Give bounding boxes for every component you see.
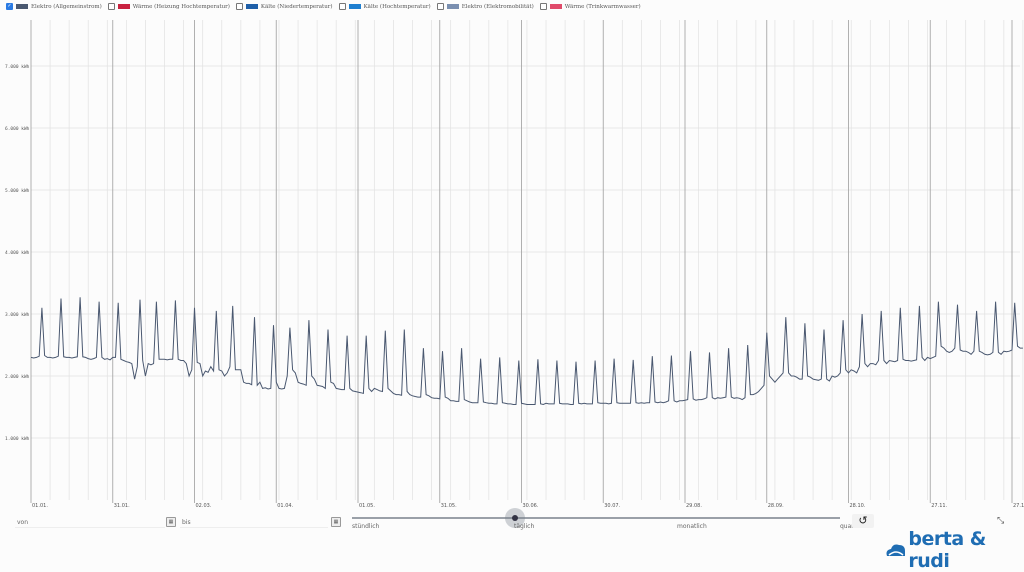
legend-label: Kälte (Niedertemperatur) xyxy=(260,3,333,10)
cloud-logo-icon xyxy=(886,544,906,556)
option-hourly[interactable]: stündlich xyxy=(352,523,380,530)
legend-item[interactable]: Elektro (Elektromobilität) xyxy=(436,3,534,10)
reset-button[interactable]: ↺ xyxy=(852,514,874,528)
legend-item[interactable]: Wärme (Trinkwarmwasser) xyxy=(539,3,641,10)
x-tick-label: 30.07. xyxy=(604,503,620,509)
x-tick-label: 29.08. xyxy=(686,503,702,509)
legend-item[interactable]: ✓ Elektro (Allgemeinstrom) xyxy=(6,3,102,10)
series-line xyxy=(30,297,1023,406)
calendar-icon[interactable]: ▦ xyxy=(331,517,341,527)
resolution-slider[interactable] xyxy=(352,517,840,519)
x-tick-label: 31.01. xyxy=(114,503,130,509)
legend-swatch xyxy=(446,4,459,9)
from-label: von xyxy=(17,519,29,526)
y-tick-label: 4.000 kWh xyxy=(5,250,30,256)
legend-swatch xyxy=(245,4,258,9)
checkbox[interactable]: ✓ xyxy=(6,3,13,10)
legend-swatch xyxy=(348,4,361,9)
legend-label: Elektro (Allgemeinstrom) xyxy=(31,3,102,10)
legend-label: Wärme (Heizung Hochtemperatur) xyxy=(132,3,230,10)
x-tick-label: 31.05. xyxy=(441,503,457,509)
option-daily[interactable]: täglich xyxy=(514,523,535,530)
from-date-input[interactable] xyxy=(15,517,165,528)
logo: berta & rudi xyxy=(885,528,1024,572)
y-tick-label: 3.000 kWh xyxy=(5,312,30,318)
legend: ✓ Elektro (Allgemeinstrom) Wärme (Heizung … xyxy=(6,3,643,10)
legend-label: Elektro (Elektromobilität) xyxy=(461,3,534,10)
undo-icon: ↺ xyxy=(858,514,868,527)
y-tick-label: 5.000 kWh xyxy=(5,188,30,194)
x-tick-label: 02.03. xyxy=(196,503,212,509)
x-tick-label: 01.05. xyxy=(359,503,375,509)
checkbox[interactable] xyxy=(338,3,346,10)
x-tick-label: 28.10. xyxy=(850,503,866,509)
option-monthly[interactable]: monatlich xyxy=(677,523,707,530)
legend-swatch xyxy=(117,4,130,9)
legend-label: Kälte (Hochtemperatur) xyxy=(363,3,431,10)
y-tick-label: 6.000 kWh xyxy=(5,126,30,132)
slider-thumb[interactable] xyxy=(505,508,525,528)
y-tick-label: 2.000 kWh xyxy=(5,374,30,380)
checkbox[interactable] xyxy=(539,3,547,10)
collapse-arrows-icon[interactable]: ⤡ xyxy=(997,516,1005,526)
checkbox[interactable] xyxy=(107,3,115,10)
checkbox[interactable] xyxy=(235,3,243,10)
to-date-input[interactable] xyxy=(180,517,328,528)
legend-label: Wärme (Trinkwarmwasser) xyxy=(564,3,641,10)
x-tick-label: 28.09. xyxy=(768,503,784,509)
checkbox[interactable] xyxy=(436,3,444,10)
to-label: bis xyxy=(182,519,191,526)
calendar-icon[interactable]: ▦ xyxy=(166,517,176,527)
legend-item[interactable]: Wärme (Heizung Hochtemperatur) xyxy=(107,3,230,10)
y-tick-label: 1.000 kWh xyxy=(5,436,30,442)
x-tick-label: 30.06. xyxy=(523,503,539,509)
x-tick-label: 01.01. xyxy=(32,503,48,509)
x-tick-label: 01.04. xyxy=(277,503,293,509)
logo-text: berta & rudi xyxy=(908,528,986,572)
legend-item[interactable]: Kälte (Niedertemperatur) xyxy=(235,3,333,10)
legend-item[interactable]: Kälte (Hochtemperatur) xyxy=(338,3,431,10)
x-tick-label: 27.11. xyxy=(931,503,947,509)
option-quarterly[interactable]: quar xyxy=(840,523,854,530)
legend-swatch xyxy=(549,4,562,9)
legend-swatch xyxy=(16,4,28,9)
x-tick-label: 27.12. xyxy=(1013,503,1024,509)
y-tick-label: 7.000 kWh xyxy=(5,64,30,70)
